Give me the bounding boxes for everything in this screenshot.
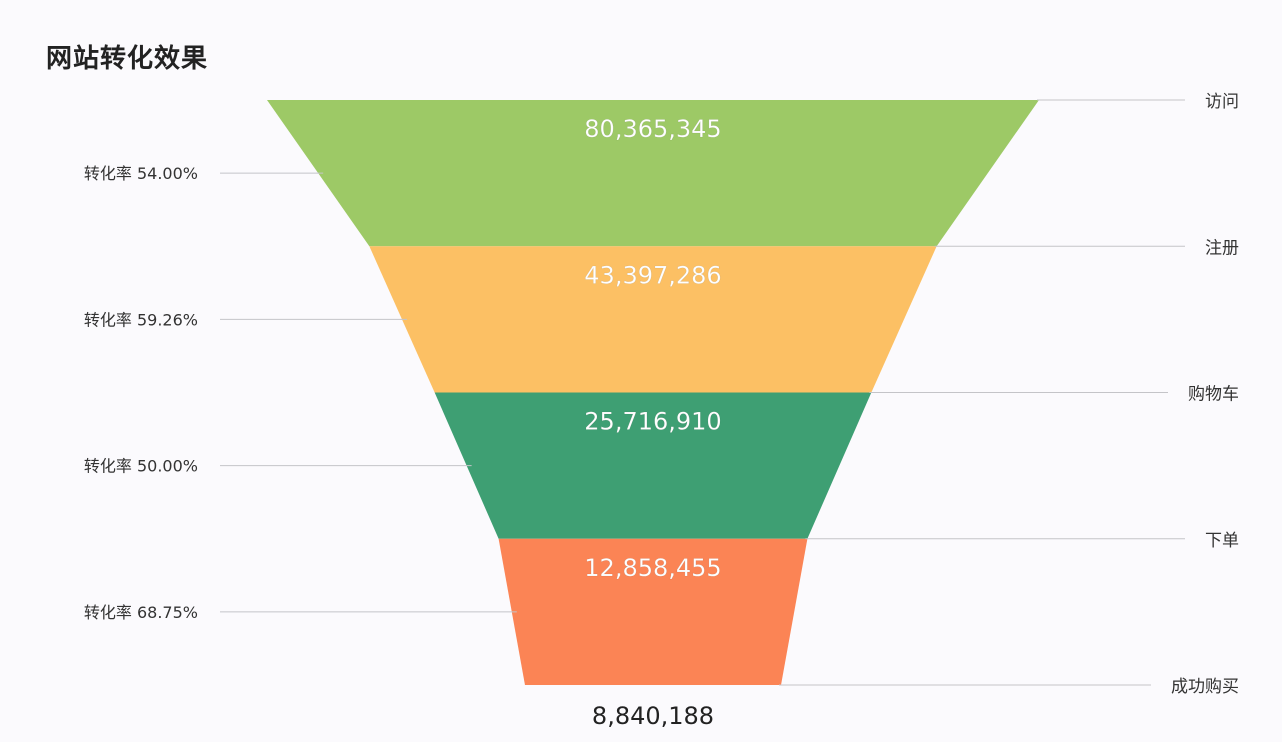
stage-value-label: 12,858,455 bbox=[584, 554, 721, 582]
chart-title: 网站转化效果 bbox=[46, 44, 209, 74]
conversion-rate-label: 转化率 54.00% bbox=[84, 164, 198, 183]
stage-name-label: 访问 bbox=[1205, 92, 1239, 112]
stage-value-label: 25,716,910 bbox=[584, 408, 721, 436]
stage-value-label: 43,397,286 bbox=[584, 261, 721, 289]
stage-name-label: 成功购买 bbox=[1171, 677, 1239, 697]
funnel-segment-2 bbox=[369, 246, 937, 393]
conversion-rate-label: 转化率 59.26% bbox=[84, 310, 198, 329]
funnel-segments bbox=[267, 100, 1039, 685]
funnel-segment-4 bbox=[498, 538, 808, 685]
stage-name-label: 注册 bbox=[1205, 238, 1239, 258]
stage-name-label: 下单 bbox=[1205, 531, 1239, 551]
stage-name-label: 购物车 bbox=[1188, 385, 1239, 405]
conversion-rate-label: 转化率 68.75% bbox=[84, 603, 198, 622]
conversion-rate-label: 转化率 50.00% bbox=[84, 457, 198, 476]
stage-value-label: 8,840,188 bbox=[592, 702, 714, 730]
stage-value-label: 80,365,345 bbox=[584, 115, 721, 143]
leader-lines bbox=[220, 99, 1185, 686]
funnel-segment-3 bbox=[434, 392, 872, 539]
funnel-segment-1 bbox=[267, 100, 1039, 247]
